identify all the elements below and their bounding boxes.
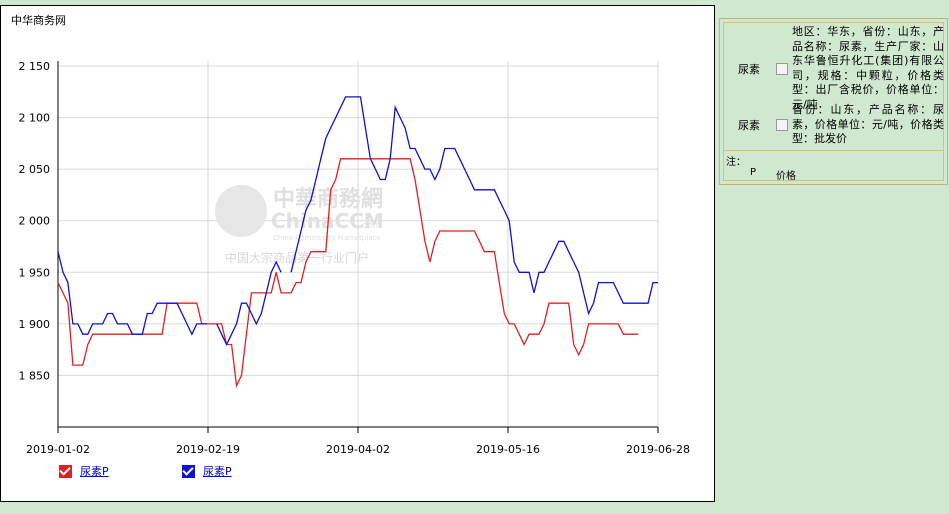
chart-panel: 中华商务网 1 850 1 900 1 950 2 000 2 050 2 100 2 15… — [0, 5, 715, 502]
y-tick-label: 1 950 — [19, 266, 51, 279]
watermark-name-cn: 中華商務網 — [273, 186, 383, 212]
series-checkbox[interactable] — [776, 118, 788, 131]
series-list: 尿素 地区：华东，省份：山东，产品名称：尿素，生产厂家：山东华鲁恒升化工(集团)… — [723, 22, 944, 151]
legend-label[interactable]: 尿素P — [203, 465, 232, 478]
y-tick-label: 2 000 — [19, 215, 51, 228]
x-tick-label: 2019-02-19 — [176, 443, 240, 456]
brand-label: 中华商务网 — [11, 14, 66, 27]
y-tick-label: 2 050 — [19, 163, 51, 176]
price-line-chart: 1 850 1 900 1 950 2 000 2 050 2 100 2 150 2019-… — [19, 60, 690, 456]
watermark-tagline-cn: 中国大宗商品第一行业门户 — [225, 250, 369, 265]
series-line-red — [57, 158, 639, 388]
y-tick-label: 1 900 — [19, 318, 51, 331]
x-tick-label: 2019-04-02 — [326, 443, 390, 456]
legend-label[interactable]: 尿素P — [80, 465, 109, 478]
checkbox-checked-icon[interactable] — [59, 464, 72, 478]
series-checkbox[interactable] — [776, 62, 788, 75]
series-info-panel: 尿素 地区：华东，省份：山东，产品名称：尿素，生产厂家：山东华鲁恒升化工(集团)… — [719, 18, 948, 185]
series-description: 省份：山东，产品名称：尿素，价格单位：元/吨，价格类型：批发价 — [792, 103, 944, 145]
series-name: 尿素 — [738, 62, 760, 76]
note-key: P — [750, 167, 757, 178]
series-description: 地区：华东，省份：山东，产品名称：尿素，生产厂家：山东华鲁恒升化工(集团)有限公… — [792, 25, 944, 111]
series-name: 尿素 — [738, 118, 760, 132]
series-row: 尿素 省份：山东，产品名称：尿素，价格单位：元/吨，价格类型：批发价 — [724, 103, 944, 147]
y-tick-label: 1 850 — [19, 369, 51, 382]
series-line-blue — [57, 96, 658, 346]
y-tick-label: 2 150 — [19, 60, 51, 73]
y-tick-label: 2 100 — [19, 112, 51, 125]
checkbox-checked-icon[interactable] — [182, 464, 195, 478]
watermark-domain: .com — [359, 221, 381, 231]
series-row: 尿素 地区：华东，省份：山东，产品名称：尿素，生产厂家：山东华鲁恒升化工(集团)… — [724, 25, 944, 112]
x-tick-label: 2019-01-02 — [26, 443, 90, 456]
note-value: 价格 — [776, 171, 796, 182]
watermark-globe-icon — [215, 185, 267, 237]
note-title: 注： — [726, 157, 746, 168]
x-tick-label: 2019-06-28 — [626, 443, 690, 456]
legend-item-red[interactable]: 尿素P — [59, 463, 109, 479]
note-box: 注： P 价格 — [723, 150, 944, 182]
legend-item-blue[interactable]: 尿素P — [182, 463, 232, 479]
x-tick-label: 2019-05-16 — [476, 443, 540, 456]
